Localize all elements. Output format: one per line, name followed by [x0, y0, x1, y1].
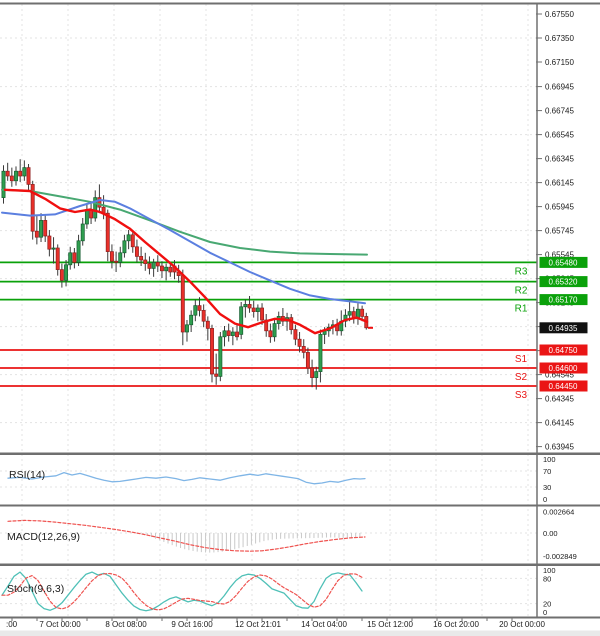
- svg-text:100: 100: [543, 566, 556, 575]
- macd-signal-line: [7, 519, 366, 552]
- svg-text:0.65480: 0.65480: [549, 258, 578, 267]
- svg-text:0.64600: 0.64600: [549, 364, 578, 373]
- bottom-strip: [0, 630, 600, 636]
- svg-text:20 Oct 00:00: 20 Oct 00:00: [499, 620, 545, 629]
- svg-text:0.63945: 0.63945: [545, 443, 574, 452]
- stoch-d-line: [1, 572, 363, 611]
- rsi-indicator-label: RSI(14): [9, 469, 46, 481]
- svg-text:70: 70: [543, 467, 551, 476]
- svg-text:0.66745: 0.66745: [545, 107, 574, 116]
- svg-text:-0.002849: -0.002849: [543, 552, 577, 561]
- svg-text:15 Oct 12:00: 15 Oct 12:00: [367, 620, 413, 629]
- svg-text:0.66945: 0.66945: [545, 83, 574, 92]
- price-boxes: 0.65480 0.65320 0.65170 0.64935 0.64750 0.646…: [539, 256, 588, 392]
- svg-text:R3: R3: [515, 266, 528, 277]
- svg-text:0.65745: 0.65745: [545, 227, 574, 236]
- last-price-marker: [368, 326, 373, 329]
- ma-fast-red: [3, 188, 369, 335]
- svg-text:0.67350: 0.67350: [545, 34, 574, 43]
- svg-text:S2: S2: [515, 372, 528, 383]
- svg-text:0.66145: 0.66145: [545, 179, 574, 188]
- svg-text:9 Oct 16:00: 9 Oct 16:00: [171, 620, 213, 629]
- svg-text:0: 0: [543, 608, 547, 617]
- svg-text:0.67150: 0.67150: [545, 58, 574, 67]
- svg-text:0.65545: 0.65545: [545, 251, 574, 260]
- svg-text:0.64450: 0.64450: [549, 382, 578, 391]
- svg-text:S1: S1: [515, 354, 528, 365]
- svg-text:7 Oct 00:00: 7 Oct 00:00: [39, 620, 81, 629]
- svg-text:0.67550: 0.67550: [545, 10, 574, 19]
- svg-text:S3: S3: [515, 390, 528, 401]
- macd-indicator-label: MACD(12,26,9): [7, 531, 80, 543]
- svg-text:0.64345: 0.64345: [545, 395, 574, 404]
- svg-text:R2: R2: [515, 286, 528, 297]
- svg-text:20: 20: [543, 600, 551, 609]
- ma-slow-green: [1, 188, 368, 256]
- ma-mid-blue: [1, 199, 366, 305]
- svg-text:0.66545: 0.66545: [545, 131, 574, 140]
- svg-text:0.64545: 0.64545: [545, 371, 574, 380]
- svg-text::00: :00: [6, 620, 18, 629]
- svg-text:0.64145: 0.64145: [545, 419, 574, 428]
- x-axis-labels: :00 7 Oct 00:00 8 Oct 08:00 9 Oct 16:00 12 O…: [6, 620, 545, 629]
- svg-text:0.65170: 0.65170: [549, 296, 578, 305]
- stoch-indicator-label: Stoch(9,6,3): [7, 583, 65, 595]
- svg-text:14 Oct 04:00: 14 Oct 04:00: [301, 620, 347, 629]
- rsi-line: [7, 471, 366, 485]
- svg-text:100: 100: [543, 455, 556, 464]
- svg-text:0.65320: 0.65320: [549, 278, 578, 287]
- svg-text:8 Oct 08:00: 8 Oct 08:00: [105, 620, 147, 629]
- svg-text:0.66345: 0.66345: [545, 155, 574, 164]
- svg-text:R1: R1: [515, 304, 528, 315]
- svg-text:16 Oct 20:00: 16 Oct 20:00: [433, 620, 479, 629]
- svg-text:0.002664: 0.002664: [543, 507, 574, 516]
- support-resistance-lines: R3 R2 R1 S1 S2 S3: [0, 261, 537, 401]
- svg-text:0.00: 0.00: [543, 529, 558, 538]
- macd-histogram: [142, 533, 361, 553]
- svg-text:0.64935: 0.64935: [549, 324, 578, 333]
- svg-text:0.65945: 0.65945: [545, 203, 574, 212]
- svg-text:80: 80: [543, 574, 551, 583]
- svg-text:0: 0: [543, 495, 547, 504]
- svg-text:12 Oct 21:01: 12 Oct 21:01: [235, 620, 281, 629]
- svg-text:0.64750: 0.64750: [549, 346, 578, 355]
- svg-text:30: 30: [543, 483, 551, 492]
